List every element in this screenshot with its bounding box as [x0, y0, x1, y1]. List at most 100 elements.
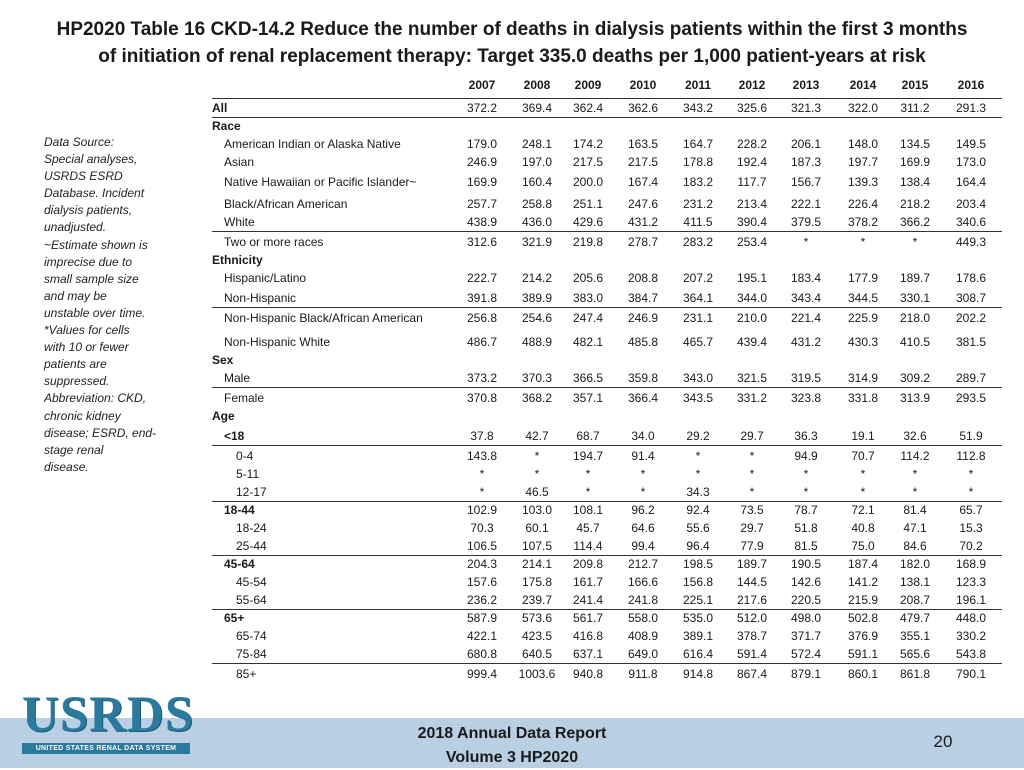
year-header: 2014 [849, 78, 877, 92]
table-cell: 343.5 [682, 391, 714, 405]
row-label: Male [224, 371, 251, 385]
table-row: 85+ 999.4 1003.6 940.8 911.8 914.8 867.4 879.1 8… [212, 666, 1002, 682]
table-cell: 208.8 [627, 271, 659, 285]
note-line: Special analyses, [44, 152, 138, 167]
table-cell: 253.4 [736, 235, 768, 249]
table-cell: 390.4 [736, 215, 768, 229]
note-line: imprecise due to [44, 254, 133, 269]
row-label: 0-4 [236, 449, 254, 463]
table-cell: 64.6 [631, 521, 655, 535]
note-line: small sample size [44, 271, 139, 286]
table-cell: 343.2 [682, 101, 714, 115]
table-cell: 488.9 [521, 335, 553, 349]
table-cell: 163.5 [627, 137, 659, 151]
table-rule [212, 501, 1002, 502]
table-row: Hispanic/Latino 222.7 214.2 205.6 208.8 207.2… [212, 270, 1002, 286]
table-cell: 34.3 [686, 485, 710, 499]
table-cell: 439.4 [736, 335, 768, 349]
table-cell: 65.7 [959, 503, 983, 517]
year-header: 2013 [792, 78, 820, 92]
table-cell: 138.1 [899, 575, 931, 589]
table-cell: 196.1 [955, 593, 987, 607]
table-cell: 512.0 [736, 611, 768, 625]
table-cell: 241.8 [627, 593, 659, 607]
table-cell: 217.5 [572, 155, 604, 169]
table-cell: * [749, 449, 755, 463]
table-cell: * [860, 467, 866, 481]
table-cell: * [860, 485, 866, 499]
table-cell: 177.9 [847, 271, 879, 285]
table-cell: 209.8 [572, 557, 604, 571]
table-cell: 108.1 [572, 503, 604, 517]
section-header-row: Sex [212, 352, 1002, 368]
table-cell: 867.4 [736, 667, 768, 681]
table-cell: 999.4 [466, 667, 498, 681]
table-cell: 148.0 [847, 137, 879, 151]
table-cell: 940.8 [572, 667, 604, 681]
row-label: 18-44 [224, 503, 255, 517]
table-cell: 149.5 [955, 137, 987, 151]
table-cell: * [479, 485, 485, 499]
table-cell: 436.0 [521, 215, 553, 229]
table-cell: 75.0 [851, 539, 875, 553]
table-cell: 416.8 [572, 629, 604, 643]
table-rule [212, 117, 1002, 118]
table-row: 65+ 587.9 573.6 561.7 558.0 535.0 512.0 498.0 50… [212, 610, 1002, 626]
row-label: Two or more races [224, 235, 324, 249]
table-cell: 366.5 [572, 371, 604, 385]
table-cell: 258.8 [521, 197, 553, 211]
table-cell: * [749, 467, 755, 481]
table-cell: 214.1 [521, 557, 553, 571]
table-cell: 218.2 [899, 197, 931, 211]
row-label: All [212, 101, 228, 115]
table-cell: 449.3 [955, 235, 987, 249]
table-cell: 197.0 [521, 155, 553, 169]
table-cell: 134.5 [899, 137, 931, 151]
table-cell: 860.1 [847, 667, 879, 681]
table-row: <18 37.8 42.7 68.7 34.0 29.2 29.7 36.3 19.1 32.6 5… [212, 428, 1002, 444]
table-cell: 321.3 [790, 101, 822, 115]
note-line: USRDS ESRD [44, 169, 123, 184]
table-cell: 46.5 [525, 485, 549, 499]
table-cell: * [585, 467, 591, 481]
table-cell: * [534, 467, 540, 481]
table-row: Female 370.8 368.2 357.1 366.4 343.5 331.2 323.… [212, 390, 1002, 406]
table-cell: 70.7 [851, 449, 875, 463]
table-cell: 558.0 [627, 611, 659, 625]
table-cell: 914.8 [682, 667, 714, 681]
table-cell: 228.2 [736, 137, 768, 151]
table-cell: 174.2 [572, 137, 604, 151]
note-line: unstable over time. [44, 305, 146, 320]
table-cell: 198.5 [682, 557, 714, 571]
table-cell: 32.6 [903, 429, 927, 443]
table-cell: 213.4 [736, 197, 768, 211]
table-cell: * [803, 235, 809, 249]
table-row: Native Hawaiian or Pacific Islander~ 169.… [212, 174, 1002, 190]
table-cell: 572.4 [790, 647, 822, 661]
table-row: 55-64 236.2 239.7 241.4 241.8 225.1 217.6 220.5… [212, 592, 1002, 608]
table-row: White 438.9 436.0 429.6 431.2 411.5 390.4 379.5… [212, 214, 1002, 230]
table-row: Black/African American 257.7 258.8 251.1 247… [212, 196, 1002, 212]
table-cell: 156.8 [682, 575, 714, 589]
table-rule [212, 663, 1002, 664]
table-cell: 1003.6 [518, 667, 556, 681]
table-cell: 790.1 [955, 667, 987, 681]
table-cell: 378.7 [736, 629, 768, 643]
table-cell: 251.1 [572, 197, 604, 211]
table-cell: 429.6 [572, 215, 604, 229]
table-cell: 640.5 [521, 647, 553, 661]
year-header: 2011 [684, 78, 712, 92]
table-cell: 231.1 [682, 311, 714, 325]
row-label: 85+ [236, 667, 257, 681]
table-cell: 343.4 [790, 291, 822, 305]
table-cell: 879.1 [790, 667, 822, 681]
table-cell: 372.2 [466, 101, 498, 115]
table-cell: 141.2 [847, 575, 879, 589]
table-cell: 214.2 [521, 271, 553, 285]
table-cell: 485.8 [627, 335, 659, 349]
table-cell: 117.7 [737, 175, 767, 189]
table-cell: 29.7 [740, 429, 764, 443]
note-line: Abbreviation: CKD, [44, 391, 147, 406]
table-cell: 378.2 [847, 215, 879, 229]
table-cell: * [912, 485, 918, 499]
